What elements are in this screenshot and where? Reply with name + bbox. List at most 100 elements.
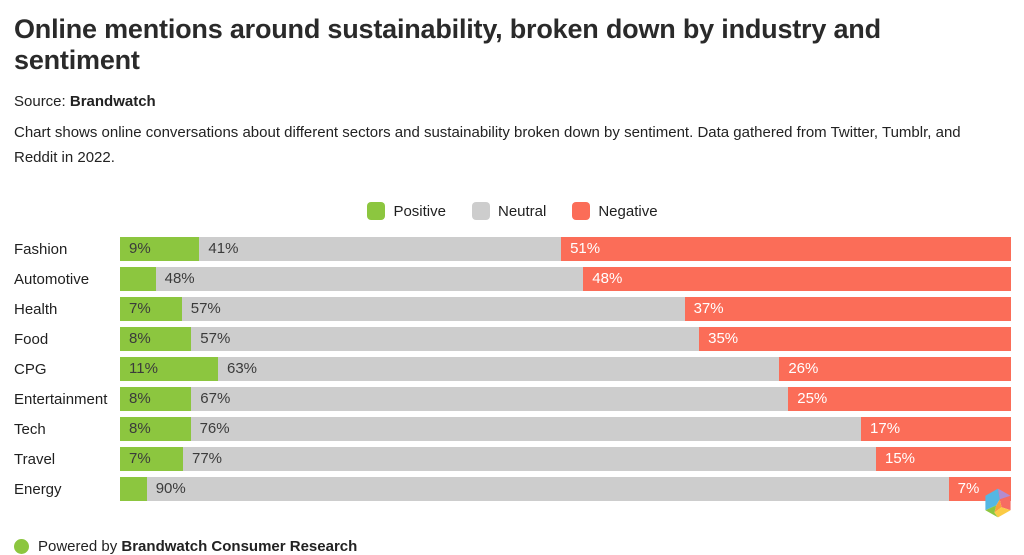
stacked-bar: 11% 63% 26% <box>120 357 1011 381</box>
legend-item-positive: Positive <box>367 202 446 220</box>
bar-segment-neutral: 57% <box>181 297 685 321</box>
chart-row: Health 7% 57% 37% <box>14 297 1011 321</box>
bar-segment-negative: 51% <box>561 237 1011 261</box>
stacked-bar: 90% 7% <box>120 477 1011 501</box>
value-label: 90% <box>155 480 186 497</box>
chart-row: Automotive 48% 48% <box>14 267 1011 291</box>
chart-row: CPG 11% 63% 26% <box>14 357 1011 381</box>
bar-segment-positive: 8% <box>120 327 192 351</box>
bar-segment-negative: 35% <box>699 327 1011 351</box>
value-label: 76% <box>199 420 230 437</box>
page-title: Online mentions around sustainability, b… <box>14 14 881 75</box>
value-label: 48% <box>164 270 195 287</box>
value-label: 11% <box>129 360 158 377</box>
bar-segment-neutral: 67% <box>191 387 789 411</box>
category-label: Fashion <box>14 240 68 258</box>
bar-segment-negative: 26% <box>779 357 1011 381</box>
value-label: 48% <box>592 270 623 287</box>
value-label: 15% <box>885 450 916 467</box>
value-label: 41% <box>208 240 239 257</box>
bar-segment-negative: 37% <box>684 297 1011 321</box>
value-label: 35% <box>708 330 739 347</box>
neutral-swatch-icon <box>471 202 490 220</box>
value-label: 57% <box>200 330 231 347</box>
bar-segment-neutral: 77% <box>183 447 876 471</box>
stacked-bar: 7% 57% 37% <box>120 297 1011 321</box>
category-label: Food <box>14 330 49 348</box>
bar-segment-positive: 9% <box>120 237 200 261</box>
value-label: 26% <box>788 360 819 377</box>
brandwatch-logo-icon <box>985 488 1011 518</box>
category-label: Travel <box>14 450 56 468</box>
bar-segment-neutral: 90% <box>146 477 949 501</box>
bar-segment-negative: 15% <box>876 447 1011 471</box>
value-label: 7% <box>129 450 151 467</box>
bar-segment-positive <box>120 477 147 501</box>
stacked-bar: 7% 77% 15% <box>120 447 1011 471</box>
legend-label: Positive <box>393 202 446 220</box>
bar-segment-positive <box>120 267 156 291</box>
chart-description: Chart shows online conversations about d… <box>14 124 961 166</box>
value-label: 25% <box>797 390 828 407</box>
value-label: 17% <box>870 420 901 437</box>
chart-legend: Positive Neutral Negative <box>14 202 1011 220</box>
legend-item-neutral: Neutral <box>471 202 547 220</box>
bar-segment-negative: 7% <box>948 477 1011 501</box>
stacked-bar: 8% 57% 35% <box>120 327 1011 351</box>
value-label: 37% <box>693 300 724 317</box>
source-line: Source: Brandwatch <box>14 93 1011 110</box>
stacked-bar: 8% 76% 17% <box>120 417 1011 441</box>
bar-segment-positive: 11% <box>120 357 218 381</box>
chart-row: Entertainment 8% 67% 25% <box>14 387 1011 411</box>
source-label: Source: <box>14 93 66 110</box>
bar-segment-neutral: 48% <box>155 267 584 291</box>
bar-segment-negative: 17% <box>861 417 1011 441</box>
category-label: Automotive <box>14 270 90 288</box>
positive-swatch-icon <box>367 202 386 220</box>
chart-rows: Fashion 9% 41% 51% Automotive 48% 48% Health 7% 5… <box>14 237 1011 501</box>
bar-segment-positive: 8% <box>120 417 191 441</box>
value-label: 57% <box>190 300 221 317</box>
value-label: 51% <box>570 240 601 257</box>
value-label: 63% <box>227 360 258 377</box>
value-label: 67% <box>200 390 231 407</box>
stacked-bar: 48% 48% <box>120 267 1011 291</box>
bar-segment-neutral: 57% <box>191 327 700 351</box>
negative-swatch-icon <box>572 202 591 220</box>
bar-segment-negative: 25% <box>788 387 1011 411</box>
chart-row: Food 8% 57% 35% <box>14 327 1011 351</box>
chart-row: Travel 7% 77% 15% <box>14 447 1011 471</box>
chart-row: Tech 8% 76% 17% <box>14 417 1011 441</box>
bar-segment-positive: 8% <box>120 387 192 411</box>
bar-segment-positive: 7% <box>120 297 182 321</box>
legend-label: Negative <box>598 202 658 220</box>
bar-segment-neutral: 63% <box>218 357 780 381</box>
legend-item-negative: Negative <box>572 202 658 220</box>
value-label: 9% <box>129 240 151 257</box>
legend-label: Neutral <box>497 202 547 220</box>
bar-segment-negative: 48% <box>583 267 1011 291</box>
value-label: 8% <box>129 390 151 407</box>
category-label: Entertainment <box>14 390 108 408</box>
powered-by-line: Powered by Brandwatch Consumer Research <box>14 538 1011 555</box>
bar-segment-neutral: 41% <box>199 237 562 261</box>
stacked-bar: 9% 41% 51% <box>120 237 1011 261</box>
bar-segment-positive: 7% <box>120 447 183 471</box>
chart-row: Fashion 9% 41% 51% <box>14 237 1011 261</box>
category-label: Tech <box>14 420 46 438</box>
category-label: CPG <box>14 360 47 378</box>
bar-segment-neutral: 76% <box>190 417 862 441</box>
brand-name: Brandwatch Consumer Research <box>121 538 358 555</box>
category-label: Energy <box>14 480 62 498</box>
value-label: 8% <box>129 420 151 437</box>
chart-row: Energy 90% 7% <box>14 477 1011 501</box>
value-label: 7% <box>957 480 980 497</box>
source-name: Brandwatch <box>69 93 156 110</box>
powered-by-label: Powered by <box>38 538 118 555</box>
brandwatch-dot-icon <box>14 539 29 554</box>
category-label: Health <box>14 300 58 318</box>
powered-by-text: Powered by Brandwatch Consumer Research <box>38 538 357 555</box>
value-label: 8% <box>129 330 151 347</box>
stacked-bar: 8% 67% 25% <box>120 387 1011 411</box>
